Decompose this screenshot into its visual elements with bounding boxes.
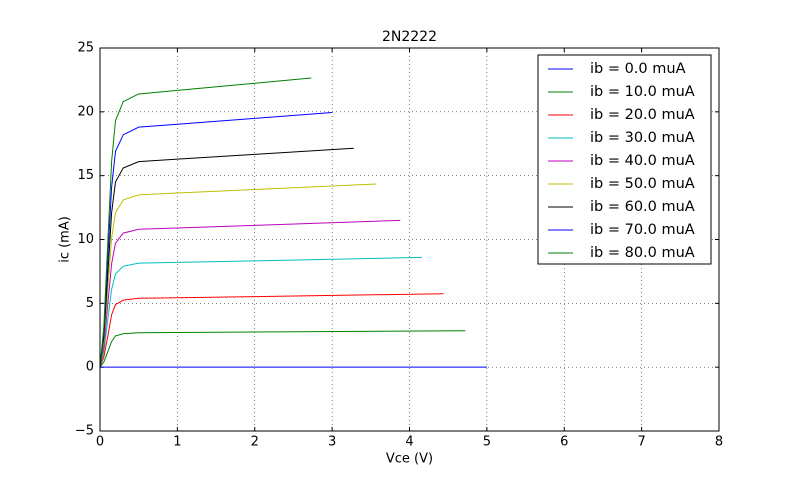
legend-label: ib = 20.0 muA (590, 107, 695, 123)
x-tick-label: 6 (560, 435, 568, 450)
legend-label: ib = 10.0 muA (590, 84, 695, 100)
plot-frame (99, 47, 720, 432)
y-axis-label: ic (mA) (58, 216, 73, 263)
legend-label: ib = 40.0 muA (590, 153, 695, 169)
x-tick-label: 1 (173, 435, 181, 450)
y-tick-label: 15 (77, 168, 94, 183)
x-tick-label: 7 (637, 435, 645, 450)
y-tick-label: 5 (86, 296, 94, 311)
y-tick-label: 20 (77, 104, 94, 119)
series-line (99, 330, 466, 368)
legend-label: ib = 0.0 muA (590, 61, 686, 77)
legend-box (537, 54, 712, 265)
x-tick-label: 2 (251, 435, 259, 450)
x-tick-label: 4 (405, 435, 413, 450)
y-tick-label: 0 (86, 360, 94, 375)
x-tick-label: 3 (328, 435, 336, 450)
series-line (99, 77, 312, 368)
y-tick-label: 10 (77, 232, 94, 247)
x-tick-label: 8 (715, 435, 723, 450)
y-tick-label: −5 (75, 424, 94, 439)
x-tick-label: 0 (96, 435, 104, 450)
legend-label: ib = 70.0 muA (590, 222, 695, 238)
legend-label: ib = 60.0 muA (590, 199, 695, 215)
legend-label: ib = 50.0 muA (590, 176, 695, 192)
x-tick-label: 5 (483, 435, 491, 450)
x-axis-label: Vce (V) (386, 452, 433, 467)
series-line (99, 256, 422, 368)
series-line (99, 293, 444, 368)
series-line (99, 219, 401, 368)
chart-title: 2N2222 (382, 29, 437, 45)
y-tick-label: 25 (77, 41, 94, 56)
legend-label: ib = 80.0 muA (590, 245, 695, 261)
series-line (99, 183, 377, 368)
series-line (99, 147, 354, 368)
legend-label: ib = 30.0 muA (590, 130, 695, 146)
legend: ib = 0.0 muA ib = 10.0 muA ib = 20.0 muA ib… (537, 54, 712, 265)
